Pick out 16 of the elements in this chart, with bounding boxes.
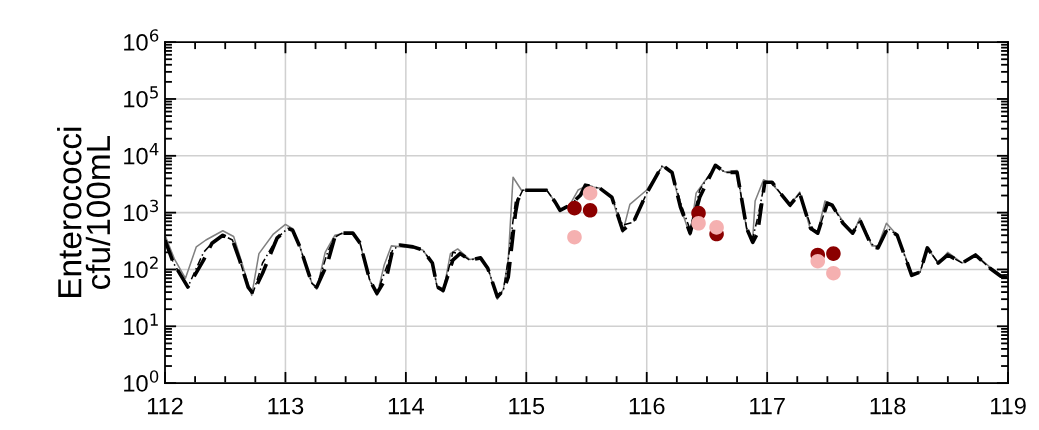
x-tick-label: 119 [991, 397, 1026, 415]
x-tick-label: 113 [268, 397, 304, 415]
x-tick-label: 114 [388, 397, 424, 415]
x-tick-label: 117 [750, 397, 785, 415]
x-tick-label: 112 [147, 397, 183, 415]
x-tick-label: 118 [870, 397, 906, 415]
y-tick-label: 10$^{4}$ [124, 143, 159, 165]
y-tick-label: 10$^{5}$ [124, 86, 158, 108]
y-tick-label: 10$^{0}$ [124, 370, 159, 392]
y-tick-label: 10$^{1}$ [124, 313, 158, 335]
y-tick-label: 10$^{3}$ [124, 199, 159, 222]
y-axis-title: Enterococci cfu/100mL [57, 127, 111, 297]
x-tick-label: 115 [509, 397, 545, 415]
x-tick-label: 116 [629, 397, 665, 415]
y-tick-label: 10$^{2}$ [124, 256, 158, 279]
y-tick-label: 10$^{6}$ [124, 29, 159, 51]
